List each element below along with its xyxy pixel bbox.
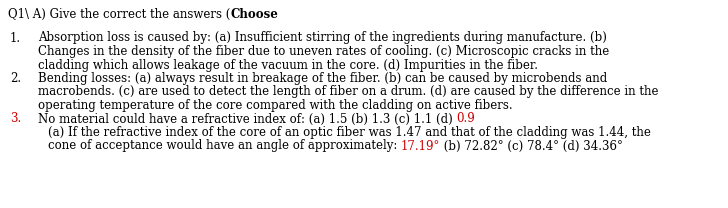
Text: cladding which allows leakage of the vacuum in the core. (d) Impurities in the f: cladding which allows leakage of the vac…: [38, 58, 538, 72]
Text: macrobends. (c) are used to detect the length of fiber on a drum. (d) are caused: macrobends. (c) are used to detect the l…: [38, 85, 659, 99]
Text: Changes in the density of the fiber due to uneven rates of cooling. (c) Microsco: Changes in the density of the fiber due …: [38, 45, 609, 58]
Text: (b) 72.82° (c) 78.4° (d) 34.36°: (b) 72.82° (c) 78.4° (d) 34.36°: [440, 140, 623, 152]
Text: 3.: 3.: [10, 113, 21, 125]
Text: Q1\ A) Give the correct the answers (: Q1\ A) Give the correct the answers (: [8, 8, 230, 21]
Text: No material could have a refractive index of: (a) 1.5 (b) 1.3 (c) 1.1 (d): No material could have a refractive inde…: [38, 113, 456, 125]
Text: operating temperature of the core compared with the cladding on active fibers.: operating temperature of the core compar…: [38, 99, 513, 112]
Text: cone of acceptance would have an angle of approximately:: cone of acceptance would have an angle o…: [48, 140, 401, 152]
Text: 17.19°: 17.19°: [401, 140, 440, 152]
Text: (a) If the refractive index of the core of an optic fiber was 1.47 and that of t: (a) If the refractive index of the core …: [48, 126, 651, 139]
Text: Bending losses: (a) always result in breakage of the fiber. (b) can be caused by: Bending losses: (a) always result in bre…: [38, 72, 607, 85]
Text: 1.: 1.: [10, 31, 21, 45]
Text: Absorption loss is caused by: (a) Insufficient stirring of the ingredients durin: Absorption loss is caused by: (a) Insuff…: [38, 31, 607, 45]
Text: Choose: Choose: [230, 8, 278, 21]
Text: 0.9: 0.9: [456, 113, 475, 125]
Text: 2.: 2.: [10, 72, 21, 85]
